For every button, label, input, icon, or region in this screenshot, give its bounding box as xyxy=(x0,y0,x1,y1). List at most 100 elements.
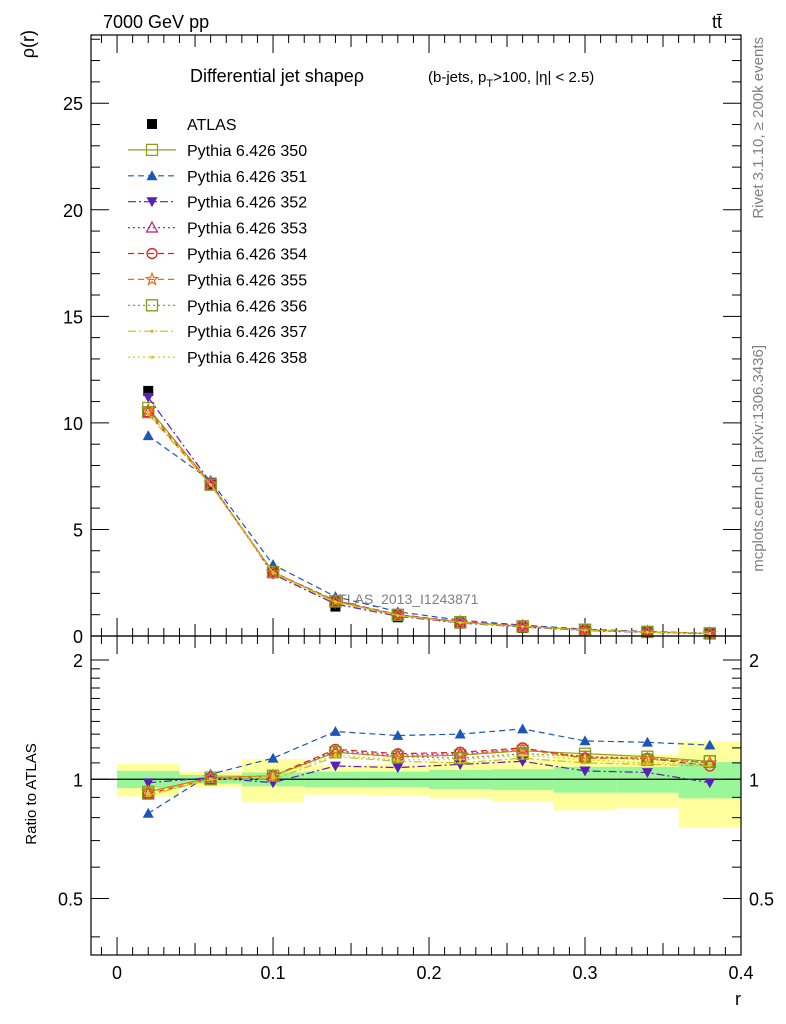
title-suffix-part: (b-jets, p xyxy=(428,69,486,86)
legend: ATLAS Pythia 6.426 350 Pythia 6.426 351 Pyt… xyxy=(128,117,307,367)
ratio-data-point xyxy=(645,761,650,765)
main-y-axis-label: ρ(r) xyxy=(18,30,38,58)
legend-marker xyxy=(145,299,159,312)
main-data-point xyxy=(209,483,213,487)
ratio-data-point xyxy=(329,726,341,736)
mcplots-label: mcplots.cern.ch [arXiv:1306.3436] xyxy=(750,345,767,572)
ratio-data-point xyxy=(267,752,279,763)
ratio-data-point xyxy=(209,777,213,781)
legend-entry: Pythia 6.426 356 xyxy=(128,298,307,315)
main-series xyxy=(146,410,712,636)
main-data-point xyxy=(329,595,342,608)
legend-label: ATLAS xyxy=(187,117,237,134)
main-data-point xyxy=(142,406,155,419)
legend-marker xyxy=(150,355,154,359)
main-data-point xyxy=(521,625,525,629)
main-series-line xyxy=(147,414,710,634)
main-series-line xyxy=(147,435,710,634)
legend-entry: Pythia 6.426 357 xyxy=(128,324,307,341)
ratio-data-point xyxy=(521,753,525,757)
ratio-data-point xyxy=(392,729,404,740)
main-data-point xyxy=(142,392,154,403)
legend-marker xyxy=(147,119,157,129)
legend-marker xyxy=(150,329,154,333)
legend-label: Pythia 6.426 356 xyxy=(187,298,307,315)
ratio-series-line xyxy=(147,728,710,814)
main-data-point xyxy=(640,624,655,639)
ratio-data-point xyxy=(641,768,653,779)
main-data-point xyxy=(396,613,400,617)
ratio-data-point xyxy=(458,761,462,765)
ratio-series-line xyxy=(148,754,710,795)
x-tick-label: 0.2 xyxy=(417,963,442,983)
ratio-data-point xyxy=(579,766,591,777)
main-data-point xyxy=(458,620,462,625)
ratio-data-point xyxy=(396,758,400,762)
main-data-point xyxy=(143,385,154,396)
ratio-data-point xyxy=(704,739,716,750)
ratio-data-point xyxy=(142,778,154,789)
ratio-y-axis-label: Ratio to ATLAS xyxy=(23,743,40,844)
ratio-y-tick-label-right: 1 xyxy=(749,770,759,790)
main-series-line xyxy=(147,409,710,634)
ratio-data-point xyxy=(517,723,529,734)
legend-entry: Pythia 6.426 355 xyxy=(128,271,307,289)
ratio-data-point xyxy=(454,728,466,739)
main-title: Differential jet shapeρ (b-jets, pT>100,… xyxy=(190,66,594,90)
main-data-point xyxy=(333,600,338,604)
x-tick-label: 0.3 xyxy=(572,963,597,983)
legend-entry: Pythia 6.426 351 xyxy=(128,169,307,186)
main-y-tick-label: 20 xyxy=(63,201,83,221)
ratio-series xyxy=(146,753,712,796)
main-data-point xyxy=(271,570,275,574)
title-suffix-part: >100, |η| < 2.5) xyxy=(493,69,594,86)
main-data-point xyxy=(708,631,712,636)
main-y-tick-label: 0 xyxy=(73,627,83,647)
ratio-data-point xyxy=(515,741,531,756)
x-tick-label: 0.1 xyxy=(261,963,286,983)
ratio-series-line xyxy=(148,748,710,793)
legend-marker xyxy=(146,170,158,181)
main-data-point xyxy=(390,607,406,622)
main-data-point xyxy=(266,565,280,579)
legend-label: Pythia 6.426 357 xyxy=(187,324,307,341)
main-data-point xyxy=(204,478,217,491)
main-data-point xyxy=(452,614,468,629)
main-data-point xyxy=(146,410,150,414)
legend-entry: Pythia 6.426 354 xyxy=(128,247,307,264)
legend-label: Pythia 6.426 358 xyxy=(187,350,307,367)
legend-label: Pythia 6.426 352 xyxy=(187,195,307,212)
main-y-tick-label: 10 xyxy=(63,414,83,434)
legend-marker xyxy=(144,271,160,286)
ratio-data-point xyxy=(640,750,655,765)
legend-label: Pythia 6.426 353 xyxy=(187,221,307,238)
main-axes: 0 5 10 15 20 25 xyxy=(63,34,742,647)
ratio-frame xyxy=(90,635,742,956)
legend-entry: Pythia 6.426 352 xyxy=(128,195,307,212)
main-data-layer xyxy=(140,385,718,640)
main-data-point xyxy=(515,618,531,633)
rivet-version-label: Rivet 3.1.10, ≥ 200k events xyxy=(750,37,767,219)
legend-entry: Pythia 6.426 358 xyxy=(128,350,307,367)
ratio-axes: 0.5 0.5 1 1 2 2 0 0.1 0.2 0.3 0.4 xyxy=(58,635,774,983)
ratio-data-point xyxy=(392,763,404,774)
ratio-y-tick-label-right: 2 xyxy=(749,651,759,671)
title-suffix-subscript: T xyxy=(486,78,493,90)
legend-label: Pythia 6.426 354 xyxy=(187,247,307,264)
main-title-text: Differential jet shapeρ xyxy=(190,66,364,86)
legend-label: Pythia 6.426 355 xyxy=(187,272,307,289)
main-y-tick-label: 25 xyxy=(63,94,83,114)
process-label: tt̄ xyxy=(712,12,722,32)
ratio-y-tick-label-left: 1 xyxy=(73,770,83,790)
legend-entry: Pythia 6.426 350 xyxy=(128,143,307,160)
ratio-y-tick-label-left: 2 xyxy=(73,651,83,671)
ratio-data-point xyxy=(521,756,525,760)
main-data-point xyxy=(577,622,593,637)
ratio-data-point xyxy=(146,792,150,796)
ratio-data-point xyxy=(704,778,716,789)
ratio-data-layer xyxy=(140,723,718,818)
ratio-series-line xyxy=(148,760,710,784)
legend-marker xyxy=(146,197,158,208)
x-axis-label: r xyxy=(735,989,741,1009)
